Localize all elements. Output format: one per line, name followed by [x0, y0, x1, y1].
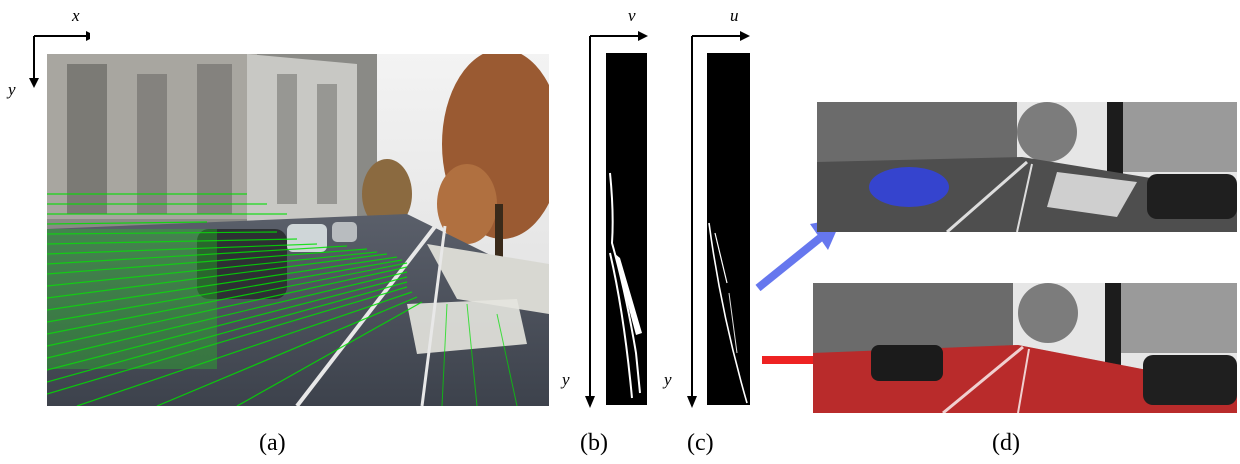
panel-d-bottom-image — [813, 283, 1237, 413]
panel-a-axes-icon — [29, 31, 90, 88]
panel-d: (d) — [770, 0, 1240, 464]
panel-c-u-label: u — [730, 6, 739, 25]
panel-a-image — [47, 54, 549, 406]
panel-a-x-label: x — [72, 6, 80, 25]
panel-c-caption: (c) — [687, 430, 714, 456]
panel-c: u y (c) — [664, 0, 770, 464]
panel-d-top-image — [817, 102, 1237, 232]
panel-b-image — [606, 53, 647, 405]
panel-b-caption: (b) — [580, 430, 608, 456]
panel-b-axes-icon — [585, 31, 648, 408]
panel-d-caption: (d) — [992, 430, 1020, 456]
panel-a-caption: (a) — [259, 430, 286, 456]
panel-a: x y — [0, 0, 560, 464]
panel-c-axes-icon — [687, 31, 750, 408]
panel-b-v-label: v — [628, 6, 636, 25]
panel-b: v y (b) — [560, 0, 670, 464]
panel-a-y-label: y — [8, 80, 16, 99]
panel-c-y-label: y — [664, 370, 672, 389]
panel-b-y-label: y — [562, 370, 570, 389]
panel-c-image — [707, 53, 750, 405]
